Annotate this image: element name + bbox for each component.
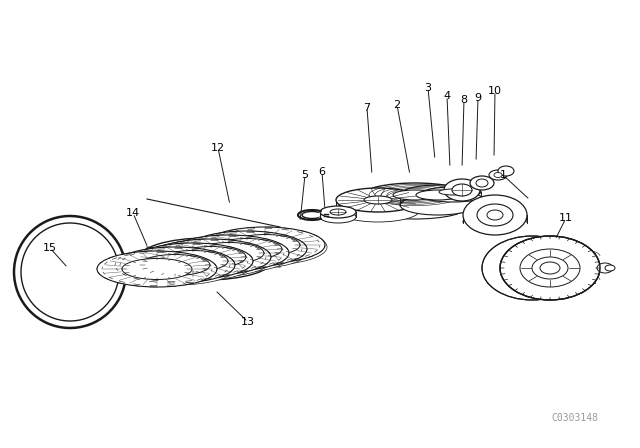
Ellipse shape (363, 183, 467, 207)
Ellipse shape (194, 242, 264, 263)
Text: 6: 6 (319, 167, 326, 177)
Ellipse shape (133, 243, 253, 279)
Text: 5: 5 (301, 170, 308, 180)
Ellipse shape (187, 231, 307, 267)
Ellipse shape (425, 187, 481, 197)
Ellipse shape (320, 211, 356, 223)
Ellipse shape (330, 209, 346, 215)
Ellipse shape (494, 172, 502, 177)
Ellipse shape (176, 246, 246, 267)
Ellipse shape (463, 195, 527, 235)
Ellipse shape (169, 235, 289, 271)
Text: 10: 10 (488, 86, 502, 96)
Ellipse shape (364, 196, 392, 204)
Text: 7: 7 (364, 103, 371, 113)
Ellipse shape (532, 257, 568, 279)
Ellipse shape (393, 190, 437, 200)
Ellipse shape (597, 263, 613, 273)
Ellipse shape (230, 234, 300, 255)
Ellipse shape (482, 236, 582, 300)
Ellipse shape (158, 250, 228, 271)
Ellipse shape (477, 204, 513, 226)
Ellipse shape (363, 195, 467, 219)
Ellipse shape (189, 233, 309, 269)
Ellipse shape (498, 166, 514, 176)
Ellipse shape (400, 195, 476, 215)
Ellipse shape (122, 258, 192, 280)
Ellipse shape (425, 192, 481, 202)
Ellipse shape (540, 262, 560, 274)
Ellipse shape (171, 237, 291, 273)
Text: 2: 2 (394, 100, 401, 110)
Ellipse shape (489, 170, 507, 180)
Ellipse shape (336, 188, 420, 212)
Text: 4: 4 (444, 91, 451, 101)
Text: C0303148: C0303148 (552, 413, 598, 423)
Ellipse shape (117, 249, 237, 285)
Text: 8: 8 (460, 95, 468, 105)
Text: 1: 1 (499, 170, 506, 180)
Ellipse shape (140, 254, 210, 276)
Ellipse shape (207, 229, 327, 265)
Ellipse shape (487, 210, 503, 220)
Text: 3: 3 (424, 83, 431, 93)
Text: 9: 9 (474, 93, 481, 103)
Ellipse shape (97, 251, 217, 287)
Ellipse shape (212, 238, 282, 259)
Ellipse shape (500, 236, 600, 300)
Ellipse shape (520, 249, 580, 287)
Ellipse shape (138, 238, 274, 280)
Ellipse shape (115, 247, 235, 283)
Ellipse shape (476, 179, 488, 187)
Ellipse shape (400, 185, 476, 205)
Ellipse shape (439, 189, 467, 195)
Ellipse shape (416, 190, 460, 200)
Text: 12: 12 (211, 143, 225, 153)
Ellipse shape (135, 245, 255, 281)
Ellipse shape (205, 227, 325, 263)
Ellipse shape (151, 239, 271, 275)
Text: 14: 14 (126, 208, 140, 218)
Ellipse shape (336, 198, 420, 222)
Ellipse shape (452, 184, 472, 196)
Ellipse shape (444, 179, 480, 201)
Ellipse shape (153, 241, 273, 277)
Ellipse shape (470, 176, 494, 190)
Text: 15: 15 (43, 243, 57, 253)
Ellipse shape (320, 206, 356, 218)
Ellipse shape (605, 265, 615, 271)
Text: 13: 13 (241, 317, 255, 327)
Text: 11: 11 (559, 213, 573, 223)
